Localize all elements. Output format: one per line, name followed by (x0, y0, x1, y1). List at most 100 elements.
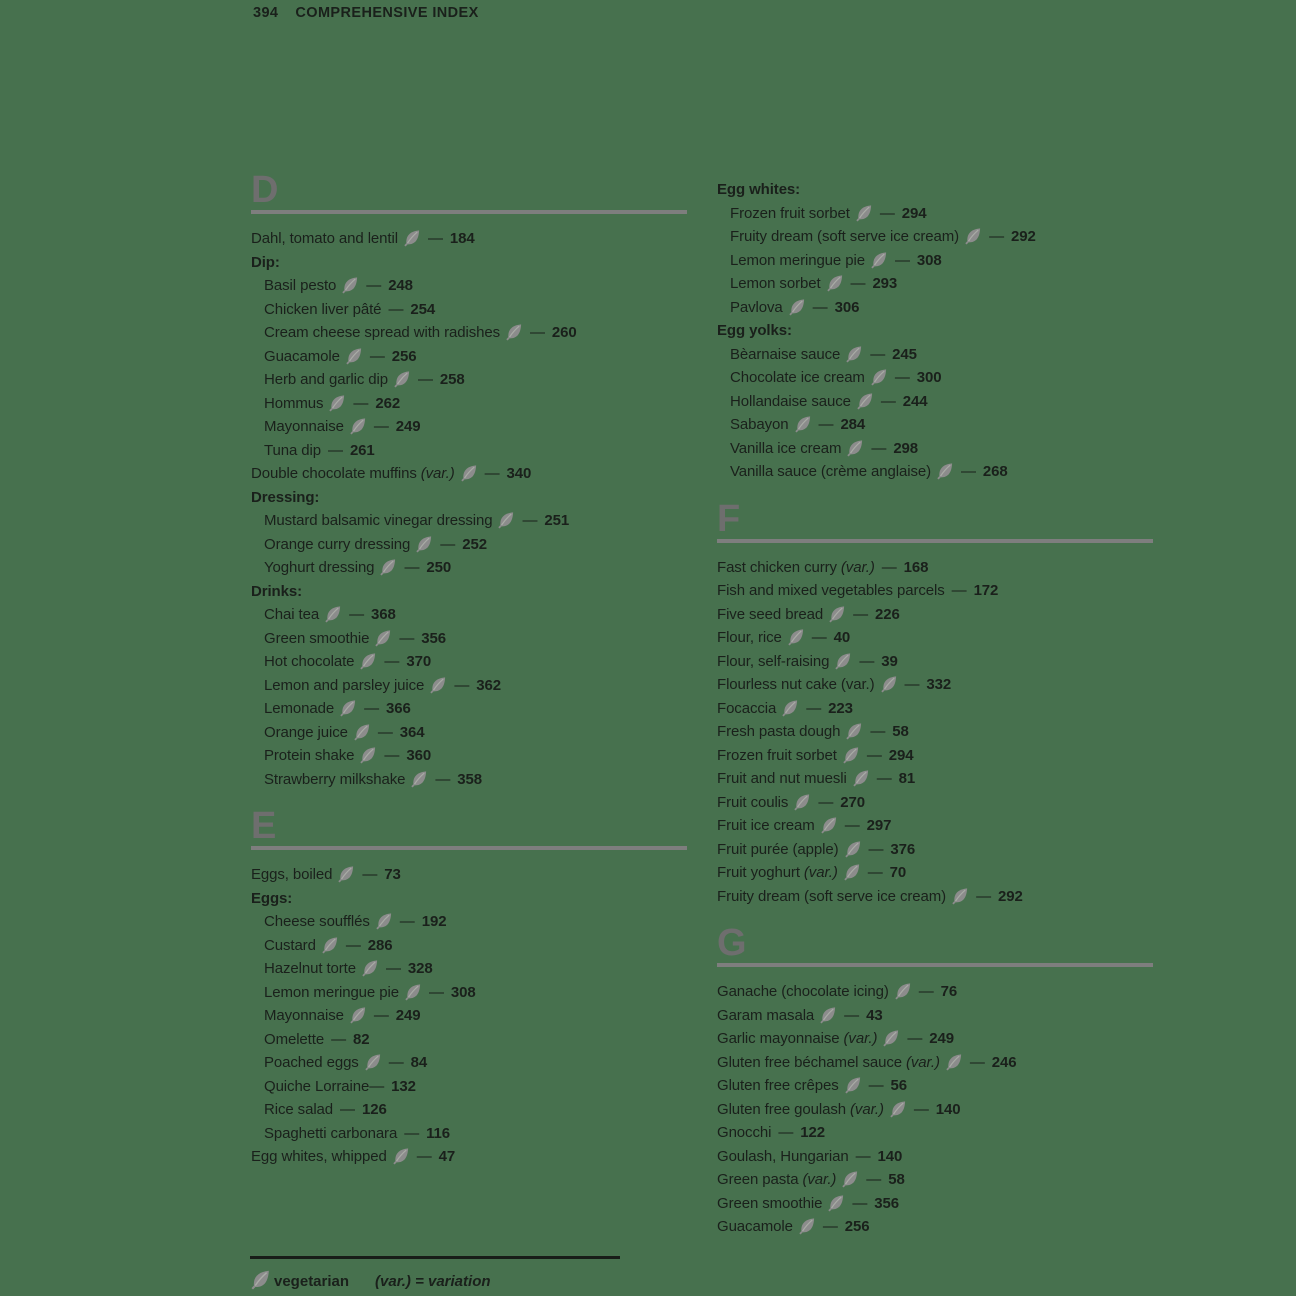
vegetarian-leaf-icon (430, 676, 446, 694)
entry-page-number: 286 (367, 936, 393, 954)
entry-text: Poached eggs (264, 1054, 359, 1071)
index-entry: Lemon and parsley juice — 362 (251, 674, 687, 698)
entry-text: Mayonnaise (264, 418, 344, 435)
entry-page-number: 364 (399, 723, 425, 741)
entry-text: Flourless nut cake (717, 676, 837, 693)
vegetarian-leaf-icon (329, 394, 345, 412)
entry-dash: — (844, 817, 860, 834)
entry-page-number: 192 (421, 913, 447, 930)
entry-text: Chocolate ice cream (730, 369, 865, 386)
vegetarian-leaf-icon (857, 392, 873, 410)
entry-page-number: 362 (476, 676, 501, 694)
index-entry: Garam masala — 43 (717, 1004, 1153, 1028)
entry-page-number: 82 (352, 1030, 370, 1048)
entry-dash: — (416, 1148, 432, 1165)
index-entry: Vanilla ice cream — 298 (717, 437, 1153, 461)
index-entry: Vanilla sauce (crème anglaise) — 268 (717, 460, 1153, 484)
index-entry: Tuna dip — 261 (251, 439, 687, 463)
index-entry: Fruit and nut muesli — 81 (717, 767, 1153, 791)
entry-page-number: 366 (386, 700, 411, 717)
vegetarian-leaf-icon (342, 277, 358, 294)
entry-text: Quiche Lorraine (264, 1077, 370, 1095)
entry-text: Garlic mayonnaise (717, 1030, 840, 1047)
entry-dash: — (871, 439, 887, 457)
index-entry: Hot chocolate — 370 (251, 650, 687, 674)
index-entry: Gluten free goulash (var.) — 140 (717, 1098, 1153, 1122)
entry-dash: — (876, 770, 892, 787)
entry-page-number: 294 (901, 204, 927, 222)
vegetarian-leaf-icon (325, 606, 341, 623)
entry-page-number: 270 (840, 793, 865, 811)
entry-text: Fruit yoghurt (717, 864, 800, 881)
vegetarian-leaf-icon (843, 746, 858, 764)
entry-page-number: 39 (881, 652, 898, 670)
entry-dash: — (866, 746, 882, 764)
entry-dash: — (866, 1171, 882, 1188)
entry-text: Hommus (264, 394, 324, 412)
entry-text: Gluten free béchamel sauce (717, 1053, 903, 1071)
entry-dash: — (818, 793, 834, 811)
entry-dash: — (331, 1030, 346, 1048)
index-entry: Lemonade — 366 (251, 697, 687, 721)
vegetarian-leaf-icon (362, 960, 378, 977)
entry-text: Green pasta (717, 1171, 799, 1188)
entry-page-number: 223 (828, 699, 853, 717)
vegetarian-leaf-icon (844, 840, 860, 858)
entry-page-number: 122 (800, 1124, 825, 1141)
vegetarian-leaf-icon (788, 629, 803, 646)
entry-dash: — (418, 371, 433, 388)
index-entry: Chicken liver pâté — 254 (251, 298, 687, 322)
entry-text: Orange curry dressing (264, 535, 411, 553)
entry-page-number: 256 (391, 347, 417, 365)
section-heading-F: F (717, 499, 1153, 543)
index-entry: Fruit purée (apple) — 376 (717, 838, 1153, 862)
entry-text: Tuna dip (264, 441, 322, 459)
entry-text: Chai tea (264, 606, 320, 623)
variation-marker: (var.) (840, 676, 875, 693)
entry-page-number: 132 (391, 1077, 416, 1095)
entry-page-number: 248 (388, 277, 413, 294)
entry-page-number: 184 (449, 230, 475, 247)
vegetarian-leaf-icon (392, 1148, 408, 1165)
vegetarian-leaf-icon (498, 512, 514, 529)
vegetarian-leaf-icon (340, 700, 356, 717)
entry-dash: — (522, 512, 538, 529)
vegetarian-leaf-icon (820, 1006, 836, 1024)
entry-dash: — (399, 629, 415, 647)
vegetarian-leaf-icon (394, 371, 410, 388)
entry-dash: — (850, 275, 866, 292)
vegetarian-leaf-icon (847, 439, 863, 457)
entry-dash: — (868, 840, 884, 858)
entry-page-number: 249 (395, 1007, 421, 1024)
vegetarian-leaf-icon (250, 1268, 271, 1294)
entry-dash: — (388, 1054, 404, 1071)
index-entry: Cheese soufflés — 192 (251, 910, 687, 934)
entry-text: Pavlova (730, 298, 783, 316)
section-rule (251, 210, 687, 214)
vegetarian-leaf-icon (350, 418, 366, 435)
index-entry: Strawberry milkshake — 358 (251, 768, 687, 792)
entry-text: Fruit ice cream (717, 817, 815, 834)
entry-text: Drinks: (251, 582, 302, 600)
entry-text: Fast chicken curry (717, 558, 837, 576)
entry-text: Guacamole (264, 347, 340, 365)
entry-page-number: 308 (916, 251, 942, 269)
variation-marker: (var.) (420, 465, 455, 482)
entry-page-number: 126 (361, 1101, 387, 1118)
entry-page-number: 252 (462, 535, 487, 553)
index-subheader: Egg whites: (717, 178, 1153, 202)
index-entry: Gluten free béchamel sauce (var.) — 246 (717, 1051, 1153, 1075)
entry-text: Egg whites, whipped (251, 1148, 387, 1165)
index-entry: Focaccia — 223 (717, 697, 1153, 721)
entry-text: Eggs, boiled (251, 866, 333, 883)
index-entry: Frozen fruit sorbet — 294 (717, 744, 1153, 768)
entry-dash: — (881, 558, 897, 576)
vegetarian-leaf-icon (405, 983, 421, 1001)
entry-page-number: 370 (406, 653, 432, 670)
variation-marker: (var.) (843, 1030, 878, 1047)
section-rule (717, 963, 1153, 967)
entry-text: Egg yolks: (717, 322, 792, 339)
index-entry: Green smoothie — 356 (717, 1192, 1153, 1216)
entry-dash: — (399, 913, 415, 930)
vegetarian-leaf-icon (460, 465, 476, 482)
